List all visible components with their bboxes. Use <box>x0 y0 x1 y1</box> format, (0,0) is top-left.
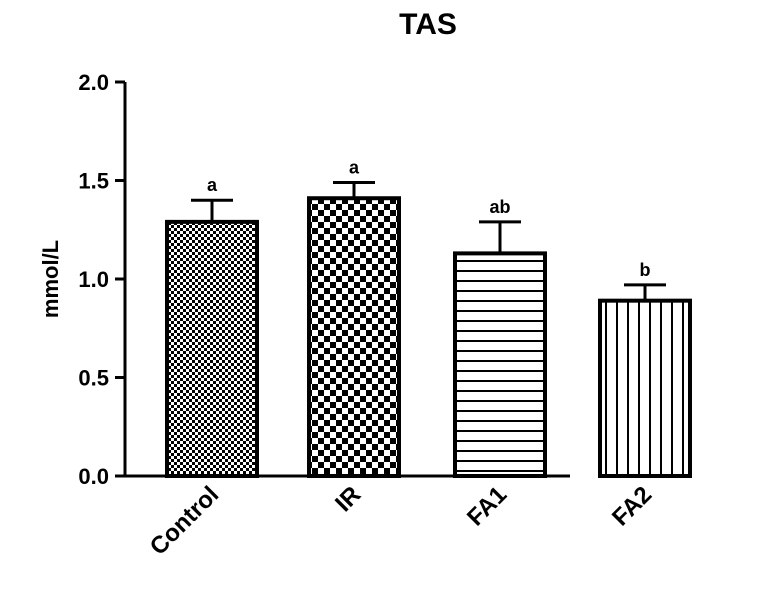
significance-label: a <box>349 157 360 177</box>
y-axis-label: mmol/L <box>38 240 63 318</box>
significance-label: a <box>207 175 218 195</box>
bars: a a ab b <box>165 157 692 479</box>
significance-label: b <box>640 260 651 280</box>
x-tick-label: FA2 <box>607 481 657 531</box>
bar <box>165 219 259 478</box>
x-tick-label: FA1 <box>462 481 512 531</box>
x-axis-labels: Control IR FA1 FA2 <box>145 481 657 560</box>
bar <box>598 298 692 479</box>
bar-group-control: a <box>165 175 259 478</box>
x-tick-label: IR <box>330 481 366 517</box>
y-tick-label: 0.0 <box>78 464 109 489</box>
bar-group-fa1: ab <box>453 197 547 478</box>
significance-label: ab <box>489 197 510 217</box>
y-tick-label: 0.5 <box>78 366 109 391</box>
y-tick-label: 1.0 <box>78 267 109 292</box>
bar-group-fa2: b <box>598 260 692 479</box>
bar <box>307 196 401 478</box>
y-tick-label: 1.5 <box>78 169 109 194</box>
bar <box>453 251 547 478</box>
y-tick-label: 2.0 <box>78 70 109 95</box>
chart-title: TAS <box>399 8 457 41</box>
bar-group-ir: a <box>307 157 401 478</box>
x-tick-label: Control <box>145 481 224 560</box>
